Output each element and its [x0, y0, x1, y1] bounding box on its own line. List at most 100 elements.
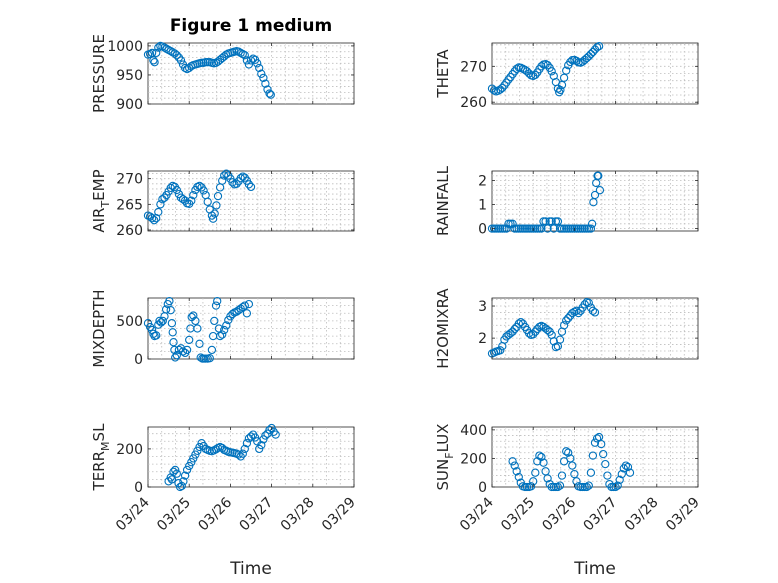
- y-tick-label: 0: [478, 222, 487, 238]
- data-point: [512, 64, 521, 73]
- data-point: [510, 324, 519, 334]
- data-point: [180, 471, 190, 480]
- data-point: [244, 60, 254, 69]
- data-point: [526, 224, 536, 233]
- data-point: [570, 469, 579, 479]
- data-point: [213, 296, 222, 306]
- data-point: [522, 482, 532, 492]
- data-point: [595, 186, 605, 195]
- data-point: [512, 467, 521, 476]
- data-point: [531, 468, 540, 477]
- data-point: [592, 43, 602, 52]
- data-point: [516, 317, 525, 327]
- data-point: [180, 63, 190, 73]
- plot-area-theta: [491, 42, 699, 105]
- data-point: [502, 224, 511, 233]
- data-point: [244, 299, 254, 309]
- data-point: [218, 176, 227, 185]
- x-tick-label: 03/28: [622, 495, 662, 535]
- data-point: [549, 482, 558, 492]
- data-point: [559, 321, 569, 330]
- y-axis-label-pressure: PRESSURE: [90, 34, 108, 113]
- x-tick-label: 03/29: [319, 495, 359, 535]
- data-point: [220, 325, 229, 335]
- data-point: [535, 451, 544, 460]
- data-point: [234, 450, 243, 459]
- data-point: [586, 49, 596, 59]
- series-air-temp: [143, 169, 256, 225]
- data-point: [555, 481, 565, 490]
- y-tick-label: 900: [116, 97, 143, 113]
- data-point: [566, 57, 575, 67]
- data-point: [580, 482, 589, 492]
- data-point: [556, 85, 565, 95]
- data-point: [145, 49, 155, 59]
- data-point: [240, 444, 249, 454]
- x-tick-label: 03/27: [581, 495, 621, 535]
- y-axis-label-h2omixra: H2OMIXRA: [434, 288, 452, 369]
- x-axis-label-right: Time: [573, 559, 616, 579]
- data-point: [539, 458, 548, 467]
- data-point: [203, 58, 212, 67]
- data-point: [526, 482, 536, 491]
- data-point: [564, 224, 573, 233]
- data-point: [147, 214, 157, 223]
- subplot-rainfall: 0 1 2 RAINFALL: [434, 165, 699, 238]
- data-point: [253, 59, 262, 68]
- data-point: [623, 462, 633, 472]
- data-point: [543, 325, 552, 335]
- data-point: [494, 86, 503, 95]
- subplot-theta: 260 270 THETA: [434, 42, 699, 111]
- data-point: [578, 224, 587, 233]
- y-tick-label: 2: [478, 174, 487, 190]
- data-point: [588, 47, 598, 57]
- data-point: [588, 306, 598, 315]
- x-tick-label: 03/26: [195, 494, 235, 534]
- data-point: [257, 440, 266, 450]
- data-point: [167, 475, 177, 484]
- data-point: [161, 305, 171, 314]
- y-tick-label: 270: [460, 59, 487, 75]
- data-point: [182, 345, 192, 355]
- data-point: [594, 171, 603, 180]
- data-point: [154, 43, 163, 52]
- x-tick-label: 03/25: [498, 495, 538, 535]
- y-tick-label: 0: [478, 480, 487, 496]
- data-point: [271, 430, 280, 439]
- data-point: [203, 197, 212, 206]
- subplot-mixdepth: 0 500 MIXDEPTH: [90, 289, 355, 368]
- data-point: [171, 465, 180, 475]
- data-point: [587, 219, 597, 228]
- data-point: [171, 353, 180, 362]
- data-point: [516, 224, 525, 233]
- data-point: [191, 316, 200, 326]
- data-point: [557, 471, 567, 480]
- data-point: [531, 327, 540, 336]
- data-point: [564, 314, 573, 323]
- data-point: [150, 216, 159, 225]
- x-tick-label: 03/24: [457, 494, 497, 534]
- data-point: [508, 219, 517, 228]
- data-point: [195, 339, 204, 348]
- data-point: [212, 201, 221, 210]
- data-point: [259, 73, 268, 83]
- data-point: [213, 191, 223, 201]
- x-tick-label: 03/27: [237, 495, 277, 535]
- data-point: [222, 321, 231, 330]
- data-point: [220, 52, 229, 61]
- data-point: [207, 345, 217, 355]
- data-point: [568, 461, 577, 470]
- data-point: [508, 327, 517, 336]
- data-point: [166, 46, 175, 56]
- data-point: [594, 42, 604, 51]
- data-point: [246, 182, 256, 192]
- subplot-h2omixra: 2 3 H2OMIXRA: [434, 288, 699, 369]
- data-point: [172, 51, 181, 60]
- y-tick-label: 500: [116, 314, 143, 330]
- data-point: [586, 224, 596, 233]
- data-point: [568, 308, 577, 318]
- x-tick-label: 03/26: [539, 494, 579, 534]
- data-point: [549, 337, 558, 346]
- data-point: [496, 224, 505, 233]
- data-point: [154, 207, 163, 217]
